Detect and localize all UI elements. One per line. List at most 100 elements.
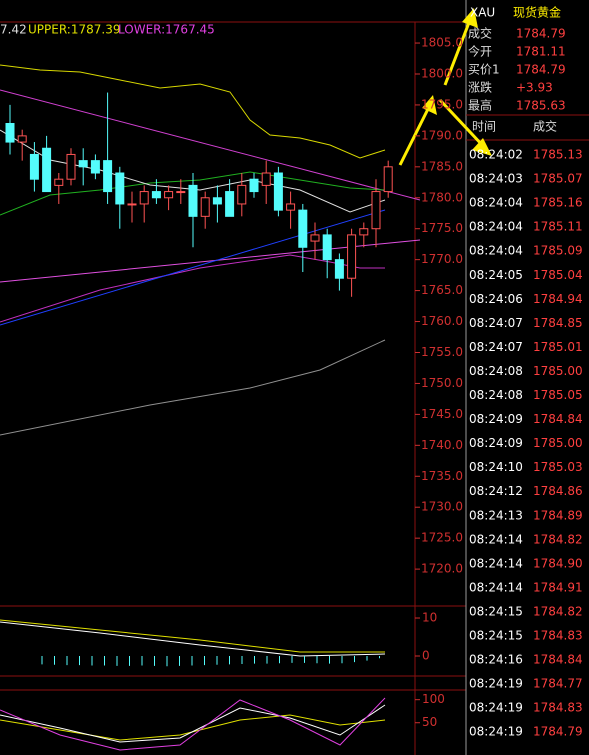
tick-price: 1784.83: [533, 701, 583, 715]
tick-time: 08:24:06: [469, 292, 523, 306]
frames: [0, 21, 466, 755]
candle-body: [371, 191, 381, 230]
legend-mid: 7.42: [0, 23, 27, 37]
candle-body: [347, 234, 357, 279]
tick-time: 08:24:09: [469, 412, 523, 426]
kdj-label: 50: [422, 715, 437, 729]
price-label: 1775.0: [421, 221, 463, 235]
candle-body: [298, 209, 308, 248]
tick-price: 1784.85: [533, 316, 583, 330]
ticks-header: 时间: [472, 120, 496, 134]
price-label: 1790.0: [421, 128, 463, 142]
tick-price: 1785.09: [533, 244, 583, 258]
tick-time: 08:24:19: [469, 725, 523, 739]
quote-value: 1785.63: [516, 99, 566, 113]
candle-body: [310, 234, 320, 242]
tick-time: 08:24:05: [469, 268, 523, 282]
tick-price: 1785.11: [533, 220, 583, 234]
price-label: 1745.0: [421, 407, 463, 421]
legend-upper: UPPER:1787.39: [28, 23, 120, 37]
tick-time: 08:24:07: [469, 316, 523, 330]
tick-price: 1784.77: [533, 677, 583, 691]
tick-price: 1784.91: [533, 580, 583, 594]
tick-time: 08:24:15: [469, 604, 523, 618]
price-label: 1795.0: [421, 97, 463, 111]
tick-price: 1784.94: [533, 292, 583, 306]
tick-time: 08:24:19: [469, 677, 523, 691]
tick-time: 08:24:04: [469, 220, 523, 234]
tick-price: 1785.04: [533, 268, 583, 282]
quote-label: 今开: [468, 44, 492, 59]
tick-price: 1784.86: [533, 484, 583, 498]
candle-body: [42, 147, 52, 193]
price-label: 1750.0: [421, 376, 463, 390]
candle-body: [164, 191, 174, 199]
tick-time: 08:24:12: [469, 484, 523, 498]
tick-time: 08:24:04: [469, 244, 523, 258]
tick-price: 1785.05: [533, 388, 583, 402]
tick-price: 1784.84: [533, 412, 583, 426]
macd-label: 10: [422, 611, 437, 625]
candle-body: [249, 178, 259, 193]
tick-time: 08:24:02: [469, 148, 523, 162]
price-label: 1755.0: [421, 345, 463, 359]
candle-body: [139, 191, 149, 205]
macd-label: 0: [422, 649, 430, 663]
candle-body: [176, 191, 186, 194]
tick-time: 08:24:14: [469, 580, 523, 594]
tick-price: 1785.00: [533, 436, 583, 450]
candle-body: [383, 166, 393, 193]
candle-body: [188, 184, 198, 217]
tick-time: 08:24:16: [469, 653, 523, 667]
candle-body: [54, 178, 64, 186]
tick-price: 1785.00: [533, 364, 583, 378]
tick-price: 1785.13: [533, 148, 583, 162]
quote-value: 1784.79: [516, 27, 566, 41]
price-label: 1730.0: [421, 500, 463, 514]
candle-body: [78, 160, 88, 168]
tick-time: 08:24:14: [469, 556, 523, 570]
candle-body: [212, 197, 222, 205]
tick-time: 08:24:10: [469, 460, 523, 474]
candle-body: [273, 172, 283, 211]
quote-value: 1781.11: [516, 45, 566, 59]
candle-body: [151, 191, 161, 199]
ticks-header: 成交: [533, 119, 557, 134]
candle-body: [286, 203, 296, 211]
tick-time: 08:24:04: [469, 196, 523, 210]
quote-label: 最高: [468, 98, 492, 113]
price-label: 1735.0: [421, 469, 463, 483]
candle-body: [17, 135, 27, 143]
tick-price: 1784.89: [533, 508, 583, 522]
kdj-label: 100: [422, 692, 445, 706]
candle-body: [66, 153, 76, 180]
tick-price: 1784.90: [533, 556, 583, 570]
candle-body: [334, 259, 344, 279]
price-label: 1805.0: [421, 36, 463, 50]
quote-label: 涨跌: [468, 80, 492, 95]
tick-time: 08:24:08: [469, 388, 523, 402]
indicator-lines: [0, 64, 421, 751]
tick-time: 08:24:14: [469, 532, 523, 546]
price-label: 1760.0: [421, 314, 463, 328]
price-label: 1720.0: [421, 562, 463, 576]
candle-body: [115, 172, 125, 205]
annotation-arrows: [398, 8, 492, 166]
tick-price: 1785.07: [533, 172, 583, 186]
candle-body: [237, 184, 247, 205]
candle-body: [5, 122, 15, 143]
candle-body: [103, 160, 113, 193]
candle-body: [90, 160, 100, 174]
price-label: 1765.0: [421, 283, 463, 297]
candle-body: [322, 234, 332, 261]
tick-time: 08:24:08: [469, 364, 523, 378]
quote-label: 成交: [468, 26, 492, 41]
tick-time: 08:24:07: [469, 340, 523, 354]
tick-time: 08:24:13: [469, 508, 523, 522]
tick-price: 1784.82: [533, 532, 583, 546]
legend-lower: LOWER:1767.45: [118, 23, 215, 37]
tick-price: 1784.79: [533, 725, 583, 739]
